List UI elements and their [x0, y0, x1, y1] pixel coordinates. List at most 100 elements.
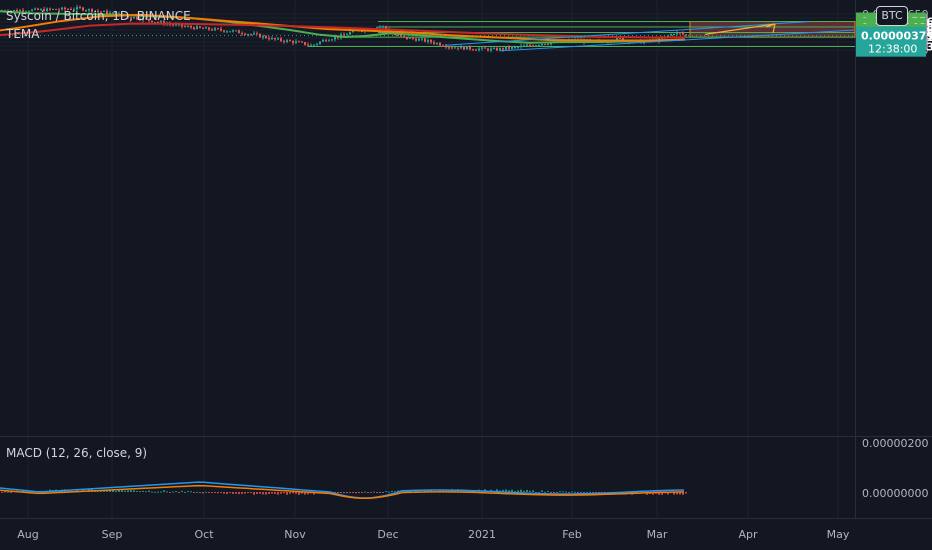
macd-histogram-bar	[544, 491, 546, 493]
candle-body	[160, 21, 162, 23]
candle-body	[385, 26, 387, 30]
x-axis-tick-label: Apr	[738, 528, 758, 541]
macd-histogram-bar	[526, 489, 528, 492]
macd-histogram-bar	[175, 491, 177, 493]
candle-body	[250, 34, 252, 36]
candle-body	[106, 10, 108, 14]
macd-histogram-bar	[562, 491, 564, 493]
macd-histogram-bar	[535, 491, 537, 493]
candle-body	[310, 44, 312, 46]
candle-body	[433, 42, 435, 44]
macd-histogram-bar	[529, 490, 531, 492]
macd-histogram-bar	[253, 492, 255, 495]
macd-histogram-bar	[349, 492, 351, 493]
candle-body	[43, 9, 45, 12]
macd-histogram-bar	[130, 490, 132, 492]
macd-histogram-bar	[160, 491, 162, 493]
candle-body	[514, 46, 516, 48]
candle-body	[76, 7, 78, 10]
candle-body	[619, 37, 621, 39]
macd-histogram-bar	[196, 491, 198, 493]
macd-histogram-bar	[127, 490, 129, 492]
candle-body	[346, 34, 348, 36]
x-axis-tick-label: Oct	[194, 528, 214, 541]
macd-histogram-bar	[214, 492, 216, 493]
candle-body	[64, 7, 66, 10]
candle-body	[682, 33, 684, 35]
macd-histogram-bar	[565, 491, 567, 493]
x-axis-tick-label: Dec	[377, 528, 398, 541]
candle-body	[217, 28, 219, 30]
candle-body	[97, 10, 99, 12]
candle-body	[37, 8, 39, 10]
candle-body	[130, 17, 132, 19]
candle-body	[325, 39, 327, 41]
candle-body	[262, 36, 264, 38]
x-axis-tick-label: Mar	[647, 528, 668, 541]
macd-histogram-bar	[259, 492, 261, 494]
macd-histogram-bar	[289, 492, 291, 494]
candle-body	[16, 10, 18, 12]
macd-histogram-bar	[151, 491, 153, 493]
candle-body	[67, 9, 69, 11]
candle-body	[418, 38, 420, 41]
macd-histogram-bar	[658, 492, 660, 495]
candle-body	[475, 49, 477, 51]
candle-body	[493, 48, 495, 50]
candle-body	[541, 44, 543, 46]
macd-histogram-bar	[178, 492, 180, 493]
candle-body	[22, 10, 24, 12]
macd-histogram-bar	[292, 492, 294, 494]
candle-body	[109, 12, 111, 14]
macd-histogram-bar	[133, 490, 135, 492]
candle-body	[238, 30, 240, 34]
candle-body	[52, 8, 54, 10]
macd-histogram-bar	[556, 492, 558, 493]
macd-histogram-bar	[385, 490, 387, 492]
candle-body	[667, 35, 669, 37]
candle-body	[94, 10, 96, 12]
candle-body	[133, 17, 135, 19]
x-axis-tick-label: May	[827, 528, 850, 541]
currency-badge[interactable]: BTC	[876, 6, 908, 26]
macd-histogram-bar	[442, 489, 444, 492]
candle-body	[466, 46, 468, 50]
macd-histogram-bar	[163, 490, 165, 492]
macd-histogram-bar	[142, 490, 144, 492]
candle-body	[184, 26, 186, 28]
candle-body	[376, 27, 378, 29]
candle-body	[499, 48, 501, 51]
macd-histogram-bar	[250, 492, 252, 493]
candle-body	[316, 43, 318, 45]
candle-body	[208, 27, 210, 30]
candle-body	[529, 44, 531, 46]
macd-histogram-bar	[58, 491, 60, 493]
candle-body	[283, 40, 285, 42]
macd-histogram-bar	[199, 492, 201, 493]
candle-body	[112, 12, 114, 14]
candle-body	[313, 44, 315, 46]
macd-histogram-bar	[559, 491, 561, 493]
macd-histogram-bar	[514, 491, 516, 493]
candle-body	[469, 46, 471, 50]
candle-body	[484, 47, 486, 49]
macd-histogram-bar	[181, 490, 183, 492]
macd-histogram-bar	[154, 491, 156, 493]
candle-body	[244, 33, 246, 35]
macd-histogram-bar	[244, 492, 246, 494]
macd-histogram-bar	[211, 492, 213, 493]
macd-histogram-bar	[184, 491, 186, 493]
macd-histogram-bar	[202, 492, 204, 494]
candle-body	[412, 37, 414, 39]
macd-histogram-bar	[10, 492, 12, 493]
symbol-title: Syscoin / Bitcoin, 1D, BINANCE	[6, 9, 191, 23]
candle-body	[172, 24, 174, 26]
macd-histogram-bar	[298, 492, 300, 495]
candle-body	[85, 10, 87, 12]
candle-body	[19, 10, 21, 12]
macd-histogram-bar	[472, 490, 474, 492]
candle-body	[394, 34, 396, 36]
macd-histogram-bar	[589, 491, 591, 493]
candle-body	[679, 32, 681, 34]
